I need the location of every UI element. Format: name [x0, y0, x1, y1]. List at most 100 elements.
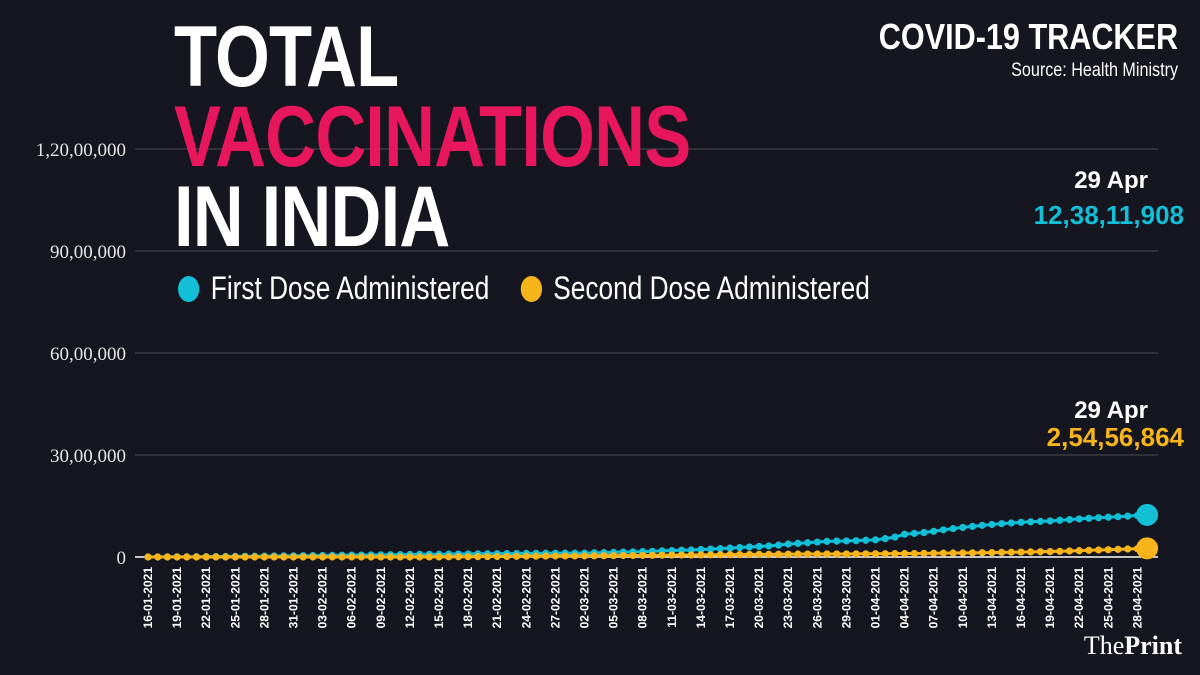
- data-point: [833, 550, 841, 558]
- data-point: [1036, 517, 1044, 525]
- title-line-2: VACCINATIONS: [174, 89, 691, 185]
- data-point: [833, 537, 841, 545]
- data-point: [813, 550, 821, 558]
- data-point: [716, 551, 724, 559]
- data-point: [474, 553, 482, 561]
- data-point: [406, 553, 414, 561]
- x-tick-label: 29-03-2021: [839, 567, 853, 629]
- data-point: [144, 553, 152, 561]
- data-point: [755, 542, 763, 551]
- x-tick-label: 24-02-2021: [519, 567, 533, 629]
- x-tick-label: 16-01-2021: [141, 567, 155, 629]
- data-point: [901, 530, 909, 538]
- data-point: [1124, 545, 1132, 553]
- x-tick-label: 21-02-2021: [490, 567, 504, 629]
- x-tick-label: 01-04-2021: [869, 567, 883, 629]
- data-point: [1036, 548, 1044, 556]
- data-point: [377, 553, 385, 561]
- x-tick-label: 13-04-2021: [985, 567, 999, 629]
- data-point: [435, 553, 443, 561]
- x-tick-label: 19-01-2021: [170, 567, 184, 629]
- data-point: [1046, 547, 1054, 556]
- theprint-logo: ThePrint: [1084, 631, 1182, 661]
- data-point: [959, 549, 967, 557]
- data-point: [774, 550, 783, 558]
- data-point: [396, 553, 404, 561]
- data-point: [930, 549, 938, 557]
- x-tick-label: 26-03-2021: [810, 567, 824, 629]
- x-tick-label: 22-01-2021: [199, 567, 213, 629]
- x-tick-label: 02-03-2021: [578, 567, 592, 629]
- data-point: [154, 553, 162, 561]
- data-point: [1017, 548, 1025, 556]
- data-point: [842, 537, 851, 545]
- data-point: [639, 551, 647, 559]
- data-point: [765, 550, 773, 558]
- data-point: [241, 553, 249, 561]
- data-point: [794, 539, 802, 548]
- data-point: [988, 520, 996, 529]
- data-point: [784, 540, 792, 548]
- data-point: [930, 527, 938, 535]
- data-point: [1114, 545, 1122, 553]
- x-tick-label: 18-02-2021: [461, 567, 475, 629]
- data-point: [580, 552, 589, 560]
- data-point: [1027, 518, 1035, 526]
- y-tick-label: 30,00,000: [50, 446, 126, 467]
- data-point: [765, 542, 773, 550]
- title-line-3: IN INDIA: [174, 169, 450, 265]
- data-point: [1114, 513, 1122, 521]
- data-point: [939, 549, 948, 557]
- x-tick-label: 20-03-2021: [752, 567, 766, 629]
- data-point: [1104, 546, 1112, 554]
- legend-swatch-first-dose: [178, 275, 200, 302]
- y-tick-label: 90,00,000: [50, 242, 126, 263]
- x-tick-label: 15-02-2021: [432, 567, 446, 629]
- data-point: [1007, 519, 1015, 527]
- data-point: [707, 545, 715, 553]
- data-point: [949, 525, 957, 533]
- title-line-1: TOTAL: [174, 9, 399, 105]
- data-point: [561, 552, 569, 560]
- legend-item-second-dose: Second Dose Administered: [520, 270, 870, 307]
- x-tick-label: 25-01-2021: [228, 567, 242, 629]
- data-point: [464, 553, 472, 561]
- data-point: [1124, 512, 1132, 520]
- data-point: [736, 550, 744, 559]
- data-point: [571, 552, 579, 560]
- x-tick-label: 16-04-2021: [1014, 567, 1028, 629]
- data-point: [968, 549, 977, 557]
- data-point: [745, 543, 754, 551]
- data-point: [348, 553, 356, 561]
- x-tick-label: 17-03-2021: [723, 567, 737, 629]
- data-point: [998, 520, 1006, 528]
- data-point: [668, 551, 676, 559]
- data-point: [357, 553, 365, 561]
- tracker-header: COVID-19 TRACKER Source: Health Ministry: [826, 16, 1178, 82]
- tracker-title: COVID-19 TRACKER: [878, 16, 1178, 57]
- x-tick-label: 31-01-2021: [287, 567, 301, 629]
- data-point: [804, 539, 812, 547]
- data-point: [891, 533, 899, 541]
- y-tick-label: 1,20,00,000: [36, 140, 126, 161]
- data-point: [862, 550, 870, 558]
- data-point: [513, 552, 521, 560]
- data-point: [309, 553, 317, 561]
- data-point: [920, 528, 928, 537]
- data-point: [260, 553, 268, 561]
- data-point: [687, 551, 695, 559]
- data-point: [648, 551, 657, 559]
- data-point: [328, 553, 336, 561]
- data-point: [1027, 548, 1035, 556]
- data-point: [1075, 547, 1083, 555]
- data-point: [1065, 547, 1074, 555]
- data-point: [289, 553, 298, 561]
- x-tick-label: 14-03-2021: [694, 567, 708, 629]
- legend-label-second-dose: Second Dose Administered: [553, 270, 870, 306]
- data-point: [658, 551, 666, 559]
- data-point: [862, 536, 870, 544]
- data-point: [590, 552, 598, 560]
- legend-item-first-dose: First Dose Administered: [178, 270, 489, 307]
- data-point: [338, 553, 346, 561]
